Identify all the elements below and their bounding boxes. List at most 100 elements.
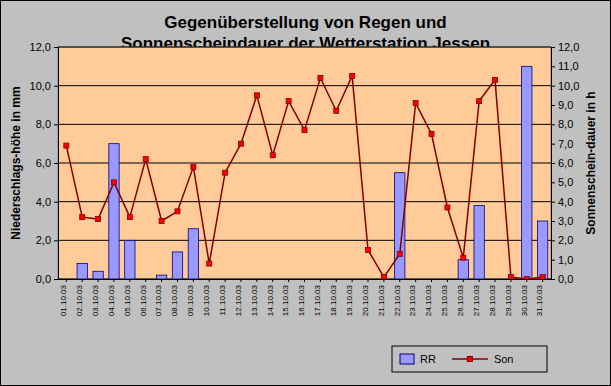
marker	[191, 164, 196, 169]
legend-box	[392, 346, 547, 372]
tick-mark	[399, 279, 400, 282]
tick: 4,0	[36, 196, 58, 208]
tick-label: 15.10.03	[281, 284, 290, 316]
tick-label: 4,0	[36, 196, 51, 208]
tick-mark	[240, 279, 241, 282]
tick-mark	[352, 279, 353, 282]
tick-label: 01.10.03	[59, 284, 68, 316]
tick: 05.10.03	[123, 279, 132, 316]
tick: 24.10.03	[424, 279, 433, 316]
bar	[252, 279, 262, 280]
grid-line	[58, 47, 551, 48]
grid	[58, 47, 551, 279]
marker	[270, 153, 275, 158]
tick-label: 11.10.03	[218, 284, 227, 315]
tick: 1,0	[551, 254, 573, 266]
bar	[188, 229, 198, 279]
tick-mark	[431, 279, 432, 282]
marker	[397, 251, 402, 256]
grid-line	[58, 85, 551, 86]
tick-label: 7,0	[558, 138, 573, 150]
tick-label: 30.10.03	[520, 284, 529, 316]
bar	[204, 279, 214, 280]
tick-label: 20.10.03	[361, 284, 370, 316]
legend: RRSon	[392, 346, 547, 372]
tick-mark	[225, 279, 226, 282]
tick-label: 25.10.03	[440, 284, 449, 316]
tick-mark	[304, 279, 305, 282]
tick: 9,0	[551, 99, 573, 111]
tick-label: 12.10.03	[234, 284, 243, 316]
marker	[111, 180, 116, 185]
bar	[109, 144, 119, 279]
tick: 28.10.03	[488, 279, 497, 316]
tick-mark	[54, 202, 58, 203]
bar	[77, 264, 87, 279]
tick-mark	[551, 221, 555, 222]
tick-label: 10,0	[558, 80, 579, 92]
tick: 2,0	[551, 234, 573, 246]
marker	[159, 219, 164, 224]
tick-mark	[415, 279, 416, 282]
background	[1, 1, 611, 386]
tick: 20.10.03	[361, 279, 370, 316]
tick-label: 6,0	[36, 157, 51, 169]
grid-line	[58, 201, 551, 202]
tick-mark	[54, 279, 58, 280]
tick-mark	[54, 124, 58, 125]
tick-label: 29.10.03	[504, 284, 513, 316]
marker	[429, 132, 434, 137]
x-axis: 01.10.0302.10.0303.10.0304.10.0305.10.03…	[59, 279, 552, 316]
tick: 6,0	[551, 157, 573, 169]
tick-label: 13.10.03	[250, 284, 259, 316]
tick: 26.10.03	[456, 279, 465, 316]
tick-mark	[209, 279, 210, 282]
marker	[461, 255, 466, 260]
plot-area	[58, 47, 551, 279]
markers	[64, 74, 545, 280]
tick-mark	[447, 279, 448, 282]
marker	[477, 99, 482, 104]
tick-label: 24.10.03	[424, 284, 433, 316]
tick: 23.10.03	[408, 279, 417, 316]
tick: 09.10.03	[186, 279, 195, 316]
tick-mark	[98, 279, 99, 282]
tick-mark	[320, 279, 321, 282]
tick-mark	[272, 279, 273, 282]
tick-mark	[551, 202, 555, 203]
tick-label: 6,0	[558, 157, 573, 169]
tick-mark	[551, 279, 555, 280]
tick-label: 27.10.03	[472, 284, 481, 316]
bar	[458, 260, 468, 279]
tick-label: 12,0	[558, 41, 579, 53]
tick-mark	[54, 47, 58, 48]
bar	[315, 279, 325, 280]
line	[66, 76, 542, 279]
legend-swatch	[400, 354, 414, 364]
tick-mark	[82, 279, 83, 282]
marker	[143, 157, 148, 162]
tick-label: 23.10.03	[408, 284, 417, 316]
tick: 01.10.03	[59, 279, 68, 316]
tick: 25.10.03	[440, 279, 449, 316]
tick: 13.10.03	[250, 279, 259, 316]
bar	[283, 279, 293, 280]
tick-label: 0,0	[558, 273, 573, 285]
tick-label: 5,0	[558, 176, 573, 188]
bar	[363, 279, 373, 280]
marker	[223, 170, 228, 175]
marker	[318, 75, 323, 80]
tick: 6,0	[36, 157, 58, 169]
tick: 03.10.03	[91, 279, 100, 316]
bar	[410, 279, 420, 280]
tick-label: 4,0	[558, 196, 573, 208]
tick-label: 28.10.03	[488, 284, 497, 316]
marker	[334, 108, 339, 113]
tick: 07.10.03	[154, 279, 163, 316]
bar	[331, 279, 341, 280]
legend-marker	[467, 357, 472, 362]
tick-mark	[551, 66, 555, 67]
marker	[524, 277, 529, 280]
bar	[236, 279, 246, 280]
marker	[413, 101, 418, 106]
